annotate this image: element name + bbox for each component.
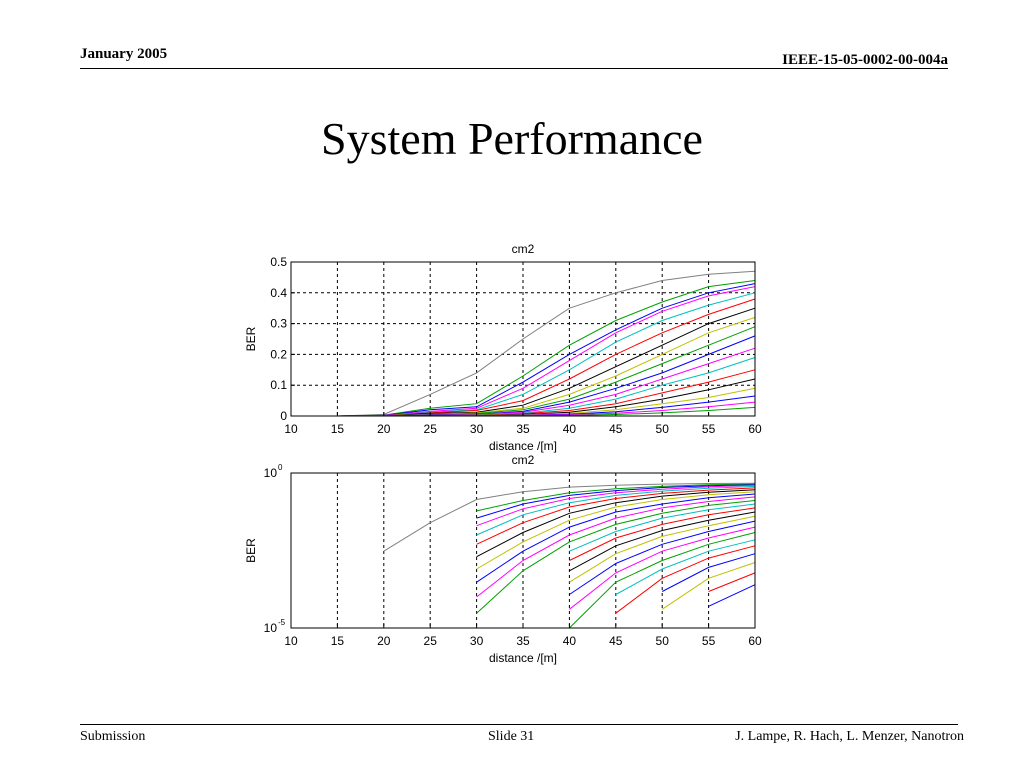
y-tick-exponent: -5 <box>278 618 286 627</box>
series-line <box>476 489 756 558</box>
header-date: January 2005 <box>80 46 168 62</box>
x-tick-label: 60 <box>748 634 762 648</box>
series-line <box>569 532 756 629</box>
x-tick-label: 55 <box>702 422 716 436</box>
x-tick-label: 50 <box>656 422 670 436</box>
series-line <box>615 539 756 595</box>
x-tick-label: 55 <box>702 634 716 648</box>
y-tick-label: 0.2 <box>270 347 287 361</box>
series-line <box>569 507 756 561</box>
series-line <box>476 485 756 536</box>
y-tick-exponent: 0 <box>278 463 283 472</box>
y-tick-label: 0.4 <box>270 286 287 300</box>
x-tick-label: 10 <box>284 422 298 436</box>
series-line <box>569 511 756 572</box>
x-tick-label: 15 <box>331 634 345 648</box>
x-tick-label: 10 <box>284 634 298 648</box>
x-tick-label: 50 <box>656 634 670 648</box>
y-tick-label: 0 <box>280 409 287 423</box>
series-line <box>708 584 756 607</box>
series-line <box>476 500 756 614</box>
y-axis-label: BER <box>244 326 258 351</box>
chart-linear-ber: 10 15 20 25 30 35 40 45 50 55 60 0 0.1 0.2 0.3 0.4 0.5 cm… <box>244 242 762 453</box>
x-tick-label: 35 <box>516 422 530 436</box>
series-line <box>476 491 756 570</box>
footer-authors: J. Lampe, R. Hach, L. Menzer, Nanotron <box>735 729 964 744</box>
footer-submission: Submission <box>80 729 146 744</box>
header-doc-id: IEEE-15-05-0002-00-004a <box>782 52 948 68</box>
x-tick-label: 20 <box>377 422 391 436</box>
x-tick-label: 30 <box>470 422 484 436</box>
series-line <box>615 545 756 614</box>
y-axis-label: BER <box>244 538 258 563</box>
x-tick-label: 20 <box>377 634 391 648</box>
x-tick-label: 15 <box>331 422 345 436</box>
series-line <box>661 553 756 592</box>
series-line <box>476 496 756 598</box>
x-tick-label: 60 <box>748 422 762 436</box>
chart-title: cm2 <box>512 453 535 467</box>
series-line <box>476 487 756 545</box>
x-tick-label: 45 <box>609 422 623 436</box>
x-axis-label: distance /[m] <box>489 439 557 453</box>
series-line <box>383 482 756 552</box>
plot-area <box>291 473 755 628</box>
footer-slide-number: Slide 31 <box>488 729 535 744</box>
series-group <box>383 482 756 629</box>
x-tick-label: 40 <box>563 422 577 436</box>
chart-title: cm2 <box>512 242 535 256</box>
slide-title: System Performance <box>321 113 703 164</box>
series-line <box>476 493 756 583</box>
x-axis-label: distance /[m] <box>489 651 557 665</box>
series-line <box>569 526 756 610</box>
x-tick-label: 35 <box>516 634 530 648</box>
x-tick-label: 25 <box>424 422 438 436</box>
series-line <box>476 483 756 512</box>
series-line <box>661 562 756 610</box>
x-tick-label: 40 <box>563 634 577 648</box>
series-line <box>708 572 756 592</box>
x-tick-label: 25 <box>424 634 438 648</box>
series-line <box>569 520 756 595</box>
y-tick-label: 10 <box>264 621 278 635</box>
series-line <box>476 484 756 519</box>
y-tick-label: 0.5 <box>270 255 287 269</box>
y-tick-label: 0.3 <box>270 317 287 331</box>
series-line <box>476 484 756 527</box>
series-line <box>569 515 756 583</box>
y-tick-label: 10 <box>264 466 278 480</box>
footer-divider <box>80 724 958 725</box>
x-tick-label: 45 <box>609 634 623 648</box>
y-tick-label: 0.1 <box>270 378 287 392</box>
header-divider <box>80 68 948 69</box>
x-tick-label: 30 <box>470 634 484 648</box>
series-line <box>569 503 756 552</box>
